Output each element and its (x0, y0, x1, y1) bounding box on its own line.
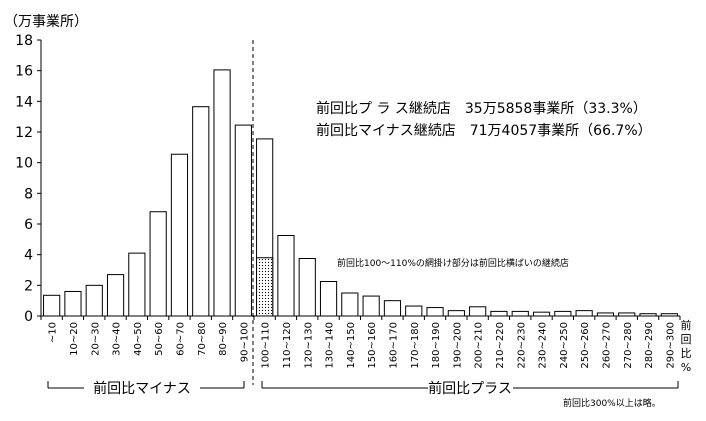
x-tick-label: 220~230 (516, 322, 527, 369)
x-axis-end-label: 前 回 比 % (681, 318, 692, 374)
footnote: 前回比300%以上は略。 (563, 397, 661, 409)
x-tick-label: 270~280 (623, 322, 634, 369)
x-tick-label: ~10 (48, 322, 59, 343)
bar (511, 310, 529, 317)
y-tick-label: 0 (24, 309, 33, 325)
bar (362, 295, 380, 317)
group-label-minus: 前回比マイナス (93, 380, 191, 397)
group-bracket-plus (261, 381, 679, 389)
y-axis: 0 2 4 6 8 10 12 14 16 18 (15, 33, 42, 325)
bar (383, 300, 402, 317)
x-tick-label: 120~130 (303, 322, 314, 369)
y-tick-label: 16 (15, 64, 33, 80)
y-tick-label: 8 (24, 186, 33, 202)
bar (298, 258, 316, 317)
x-tick-label: 150~160 (367, 322, 378, 369)
bar (341, 292, 359, 317)
x-tick-label: 30~40 (112, 322, 123, 356)
x-tick-label: 90~100 (239, 322, 250, 362)
bar (405, 305, 423, 317)
y-tick-label: 4 (24, 248, 33, 264)
bar (234, 124, 252, 317)
x-tick-label: 190~200 (452, 322, 463, 369)
x-tick-label: 50~60 (154, 322, 165, 356)
bar (490, 310, 508, 317)
y-tick-label: 18 (15, 33, 33, 49)
x-tick-label: 260~270 (601, 322, 612, 369)
bar (128, 252, 146, 317)
x-tick-label: 180~190 (431, 322, 442, 369)
x-tick-label: 140~150 (346, 322, 357, 369)
x-tick-label: 160~170 (388, 322, 399, 369)
x-axis: ~10 10~20 20~30 30~40 40~50 50~60 60~70 70~80 80… (40, 315, 681, 369)
bar (170, 153, 189, 317)
x-tick-label: 250~260 (580, 322, 591, 369)
x-tick-label: 40~50 (133, 322, 144, 356)
x-tick-label: 60~70 (175, 322, 186, 356)
y-tick-label: 10 (15, 156, 33, 172)
bar (447, 310, 465, 317)
x-tick-label: 200~210 (474, 322, 485, 369)
x-tick-label: 170~180 (410, 322, 421, 369)
y-axis-label: （万事業所） (4, 14, 88, 30)
summary-line-minus: 前回比マイナス継続店 71万4057事業所（66.7%） (316, 122, 652, 139)
svg-text:回: 回 (681, 333, 692, 346)
x-tick-label: 100~110 (261, 322, 272, 369)
x-tick-label: 130~140 (325, 322, 336, 369)
x-tick-label: 70~80 (197, 322, 208, 356)
svg-text:前: 前 (681, 318, 692, 332)
bar (213, 69, 231, 317)
group-label-plus: 前回比プラス (428, 380, 512, 397)
x-tick-label: 230~240 (538, 322, 549, 369)
bar (106, 274, 125, 317)
svg-text:%: % (681, 361, 691, 374)
bar (64, 290, 82, 317)
bar (575, 310, 593, 317)
svg-text:比: 比 (681, 347, 692, 360)
bar (532, 311, 551, 317)
y-tick-label: 14 (15, 94, 33, 110)
bar (192, 106, 210, 317)
bar (149, 211, 167, 317)
x-tick-label: 210~220 (495, 322, 506, 369)
group-bracket-minus (47, 381, 245, 389)
y-tick-label: 2 (24, 278, 33, 294)
x-tick-label: 80~90 (218, 322, 229, 356)
bar (554, 310, 572, 317)
hatched-annotation: 前回比100～110%の網掛け部分は前回比横ばいの継続店 (337, 257, 569, 269)
x-tick-label: 10~20 (69, 322, 80, 356)
bar (426, 307, 444, 317)
bar-hatched-portion (256, 257, 274, 317)
y-tick-label: 6 (24, 217, 33, 233)
x-tick-label: 240~250 (559, 322, 570, 369)
x-tick-label: 290~300 (665, 322, 676, 369)
bar (319, 281, 338, 317)
x-tick-label: 20~30 (90, 322, 101, 356)
y-tick-label: 12 (15, 125, 33, 141)
summary-line-plus: 前回比プ ラ ス継続店 35万5858事業所（33.3%） (316, 100, 647, 117)
bar (85, 284, 103, 317)
bar (43, 294, 61, 317)
x-tick-label: 280~290 (644, 322, 655, 369)
bar (469, 306, 487, 317)
x-tick-label: 110~120 (282, 322, 293, 369)
bar (277, 235, 295, 317)
